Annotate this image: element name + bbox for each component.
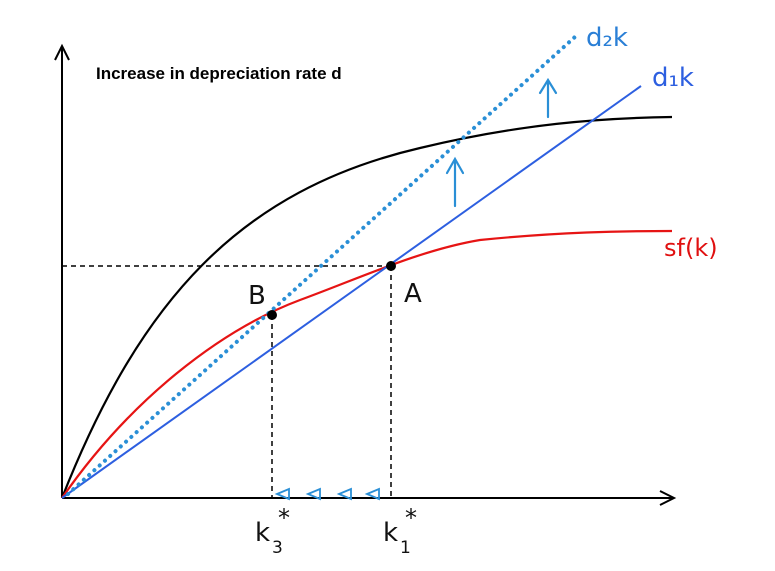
svg-text:1: 1 xyxy=(400,538,411,558)
left-triangle-icon xyxy=(336,487,352,501)
left-triangle-icon xyxy=(274,487,290,501)
savings-curve xyxy=(61,229,673,499)
point-a-label: A xyxy=(404,279,422,309)
svg-text:*: * xyxy=(278,504,290,532)
up-arrow-icon-lower xyxy=(445,156,465,208)
left-triangle-icon xyxy=(305,487,321,501)
diagram-title: Increase in depreciation rate d xyxy=(96,64,342,83)
d1k-line xyxy=(61,85,642,499)
d2k-line xyxy=(66,34,578,496)
guide-lines xyxy=(62,265,392,498)
svg-text:*: * xyxy=(405,504,417,532)
svg-text:k: k xyxy=(383,518,398,548)
svg-text:3: 3 xyxy=(272,538,283,558)
k1-star-label: k 1 * xyxy=(383,504,417,558)
left-triangle-icon xyxy=(364,487,380,501)
axes xyxy=(54,43,677,506)
d1k-label: d₁k xyxy=(652,63,694,93)
point-b-label: B xyxy=(248,281,266,311)
sfk-label: sf(k) xyxy=(664,234,718,262)
production-curve xyxy=(60,115,673,499)
left-triangle-icons xyxy=(274,487,380,501)
svg-text:k: k xyxy=(255,518,270,548)
point-b xyxy=(267,310,277,320)
k3-star-label: k 3 * xyxy=(255,504,290,558)
x-axis-arrow-icon xyxy=(659,490,677,506)
d2k-label: d₂k xyxy=(586,23,628,53)
y-axis-arrow-icon xyxy=(54,43,70,61)
up-arrow-icon-upper xyxy=(538,77,558,119)
point-a xyxy=(386,261,396,271)
